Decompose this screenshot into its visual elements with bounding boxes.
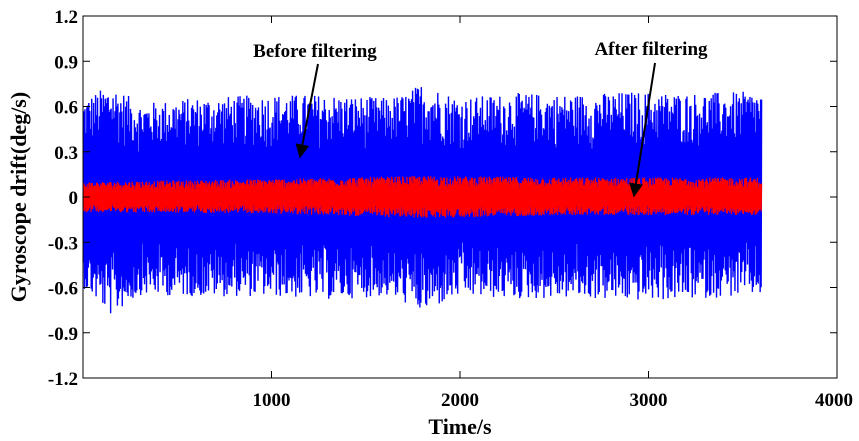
y-tick-label: 0 — [69, 188, 79, 209]
x-tick-label: 1000 — [253, 390, 291, 411]
series-line-after-filtering — [83, 176, 763, 218]
y-tick-label: -0.9 — [48, 324, 78, 345]
x-tick-label: 4000 — [815, 390, 853, 411]
annotation-layer: Before filtering After filtering — [253, 39, 708, 198]
annotation-before-filtering: Before filtering — [253, 41, 377, 62]
y-tick-label: -0.6 — [48, 279, 78, 300]
y-tick-label: -0.3 — [48, 233, 78, 254]
annotation-after-filtering: After filtering — [594, 39, 708, 60]
x-tick-label: 3000 — [630, 390, 668, 411]
y-tick-label: 0.9 — [54, 52, 78, 73]
annotation-after-filtering-arrow — [629, 62, 656, 198]
x-tick-label: 2000 — [441, 390, 479, 411]
series-line-before-filtering — [83, 87, 763, 314]
series-layer — [83, 87, 763, 314]
y-axis-ticks: 1.2 0.9 0.6 0.3 0 -0.3 -0.6 -0.9 -1.2 — [48, 7, 837, 390]
y-axis-label: Gyroscope drift(deg/s) — [6, 92, 31, 302]
y-tick-label: 1.2 — [54, 7, 78, 28]
y-tick-label: 0.6 — [54, 98, 78, 119]
annotation-before-filtering-arrow — [295, 63, 319, 159]
x-axis-label: Time/s — [428, 414, 492, 439]
y-tick-label: 0.3 — [54, 143, 78, 164]
y-tick-label: -1.2 — [48, 369, 78, 390]
x-axis-ticks: 1000 2000 3000 4000 — [253, 16, 853, 411]
